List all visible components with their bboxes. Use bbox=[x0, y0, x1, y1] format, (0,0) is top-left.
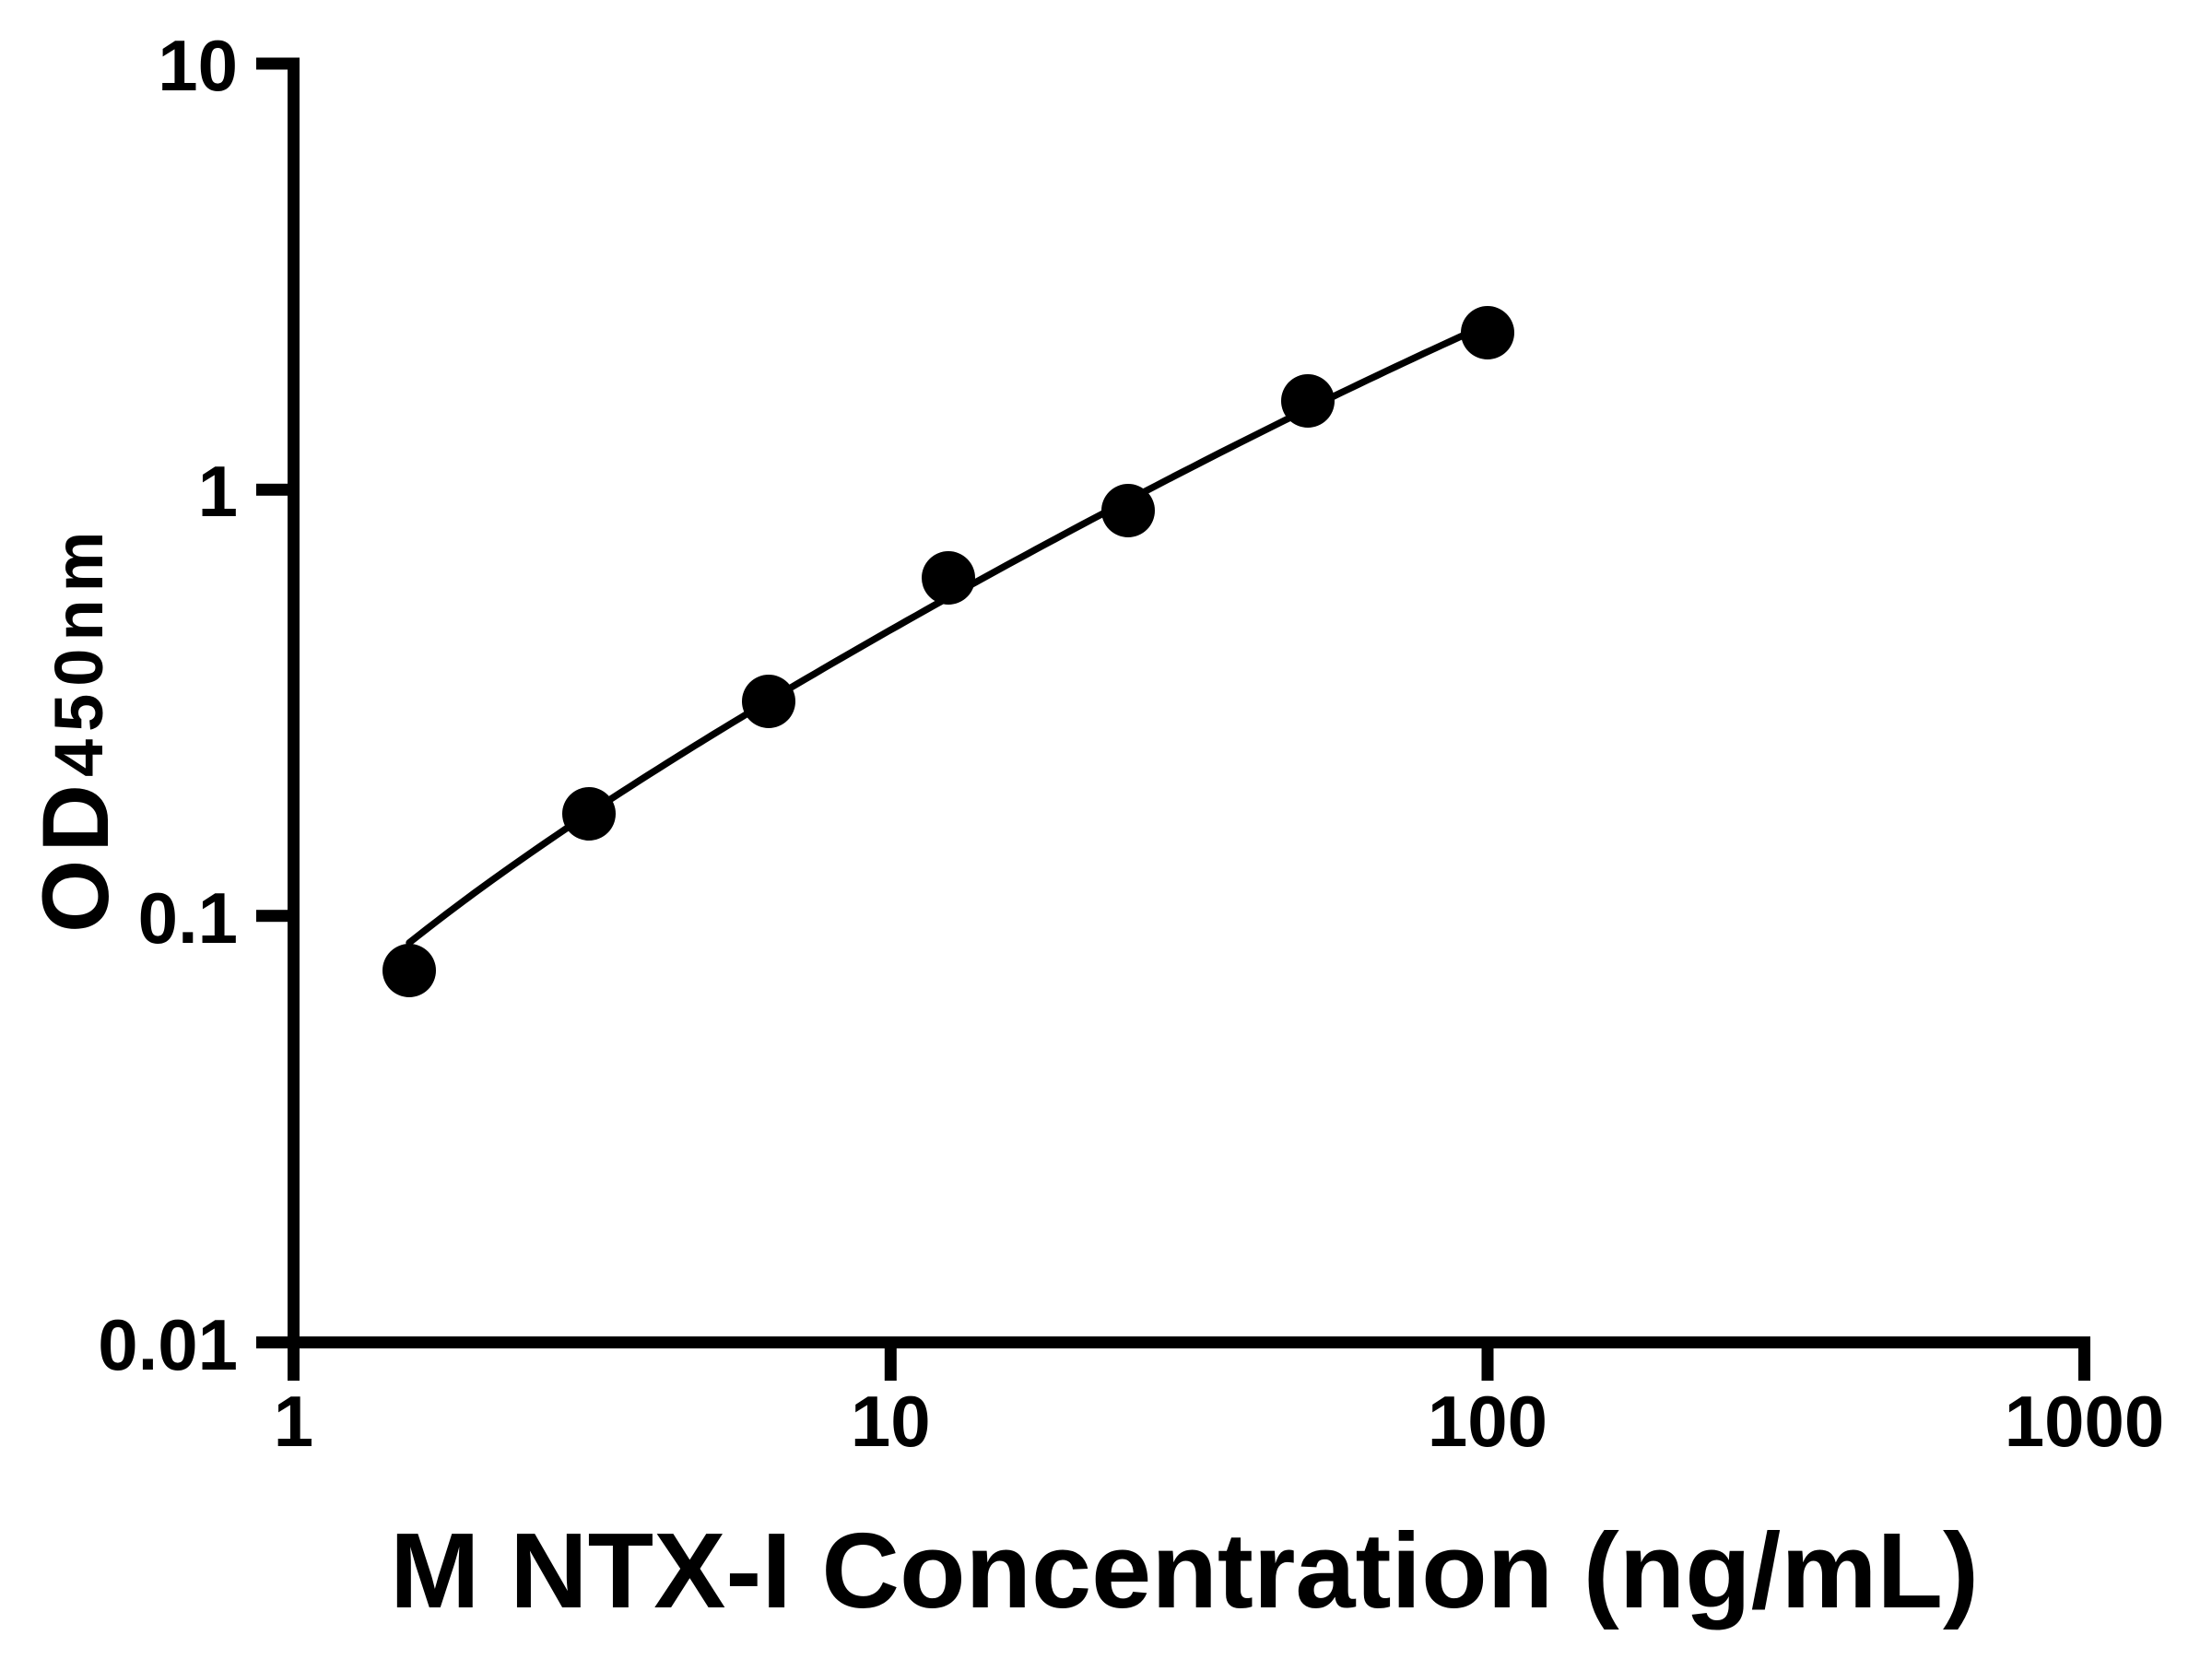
svg-text:0.01: 0.01 bbox=[98, 1304, 238, 1385]
svg-text:100: 100 bbox=[1428, 1381, 1547, 1462]
svg-text:0.1: 0.1 bbox=[138, 877, 238, 959]
svg-text:1000: 1000 bbox=[2005, 1381, 2165, 1462]
svg-text:10: 10 bbox=[851, 1381, 931, 1462]
svg-text:M NTX-I Concentration (ng/mL): M NTX-I Concentration (ng/mL) bbox=[390, 1511, 1979, 1630]
svg-text:OD450nm: OD450nm bbox=[23, 524, 128, 933]
svg-text:10: 10 bbox=[158, 25, 238, 106]
svg-text:1: 1 bbox=[274, 1381, 313, 1462]
svg-text:1: 1 bbox=[198, 451, 238, 532]
